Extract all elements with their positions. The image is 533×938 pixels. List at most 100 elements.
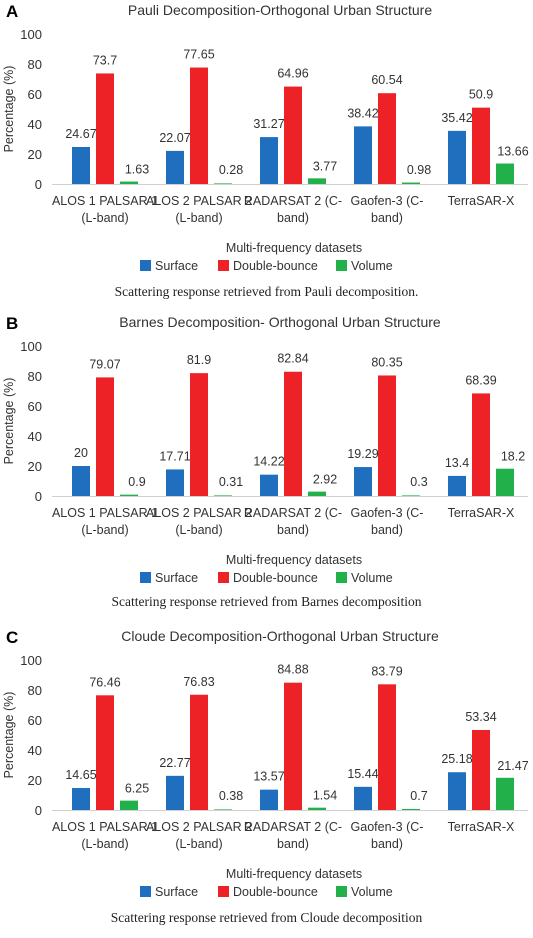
bar-volume [308,178,326,184]
legend-label: Volume [351,885,393,899]
legend-label: Surface [155,885,198,899]
bar-volume [214,809,232,810]
y-axis-label: Percentage (%) [2,692,16,779]
y-tick-label: 60 [28,713,42,728]
legend-label: Surface [155,259,198,273]
bar-volume [214,495,232,496]
x-axis-label: Multi-frequency datasets [226,553,362,567]
legend-swatch-surface [140,260,151,271]
chart-title: Barnes Decomposition- Orthogonal Urban S… [119,314,441,330]
data-label: 81.9 [187,353,211,367]
data-label: 17.71 [159,449,190,463]
data-label: 3.77 [313,159,337,173]
bar-double-bounce [472,729,490,810]
bar-volume [496,777,514,810]
bar-chart-cloude: Percentage (%) 0 20 40 60 80 100 14.65 76.46 6.25… [2,653,529,899]
data-label: 1.54 [313,789,337,803]
data-label: 64.96 [277,67,308,81]
bar-surface [448,475,466,496]
x-tick-label: (L-band) [81,523,128,537]
data-label: 1.63 [125,163,149,177]
y-tick-label: 0 [35,489,42,504]
data-label: 73.7 [93,53,117,67]
data-label: 2.92 [313,473,337,487]
y-tick-label: 20 [28,147,42,162]
data-label: 76.83 [183,675,214,689]
x-tick-label: TerraSAR-X [448,506,515,520]
x-tick-label: band) [371,211,403,225]
bar-double-bounce [378,93,396,184]
data-label: 60.54 [371,73,402,87]
y-tick-label: 40 [28,429,42,444]
bar-volume [120,181,138,184]
bar-chart-pauli: Percentage (%) 0 20 40 60 80 100 24.67 73.7 1.63 A… [2,27,529,273]
x-axis-label: Multi-frequency datasets [226,867,362,881]
bar-volume [120,800,138,810]
data-label: 0.98 [407,163,431,177]
x-tick-label: (L-band) [81,211,128,225]
data-label: 19.29 [347,447,378,461]
data-label: 14.22 [253,455,284,469]
data-label: 13.57 [253,770,284,784]
bar-surface [260,137,278,184]
bar-volume [402,495,420,496]
x-tick-label: band) [277,211,309,225]
x-axis-label: Multi-frequency datasets [226,241,362,255]
x-tick-label: band) [277,837,309,851]
data-label: 0.38 [219,789,243,803]
bar-double-bounce [96,73,114,184]
data-label: 0.3 [410,475,427,489]
bar-surface [260,789,278,810]
y-tick-label: 60 [28,399,42,414]
data-label: 53.34 [465,710,496,724]
x-tick-label: (L-band) [175,211,222,225]
x-tick-label: (L-band) [175,837,222,851]
data-label: 84.88 [277,663,308,677]
bar-double-bounce [378,375,396,496]
figure-caption: Scattering response retrieved from Cloud… [110,910,423,925]
y-axis-label: Percentage (%) [2,66,16,153]
bar-volume [308,807,326,810]
legend-swatch-volume [336,260,347,271]
bar-volume [308,491,326,496]
data-label: 38.42 [347,106,378,120]
data-label: 76.46 [89,675,120,689]
x-tick-label: band) [371,837,403,851]
chart-title: Cloude Decomposition-Orthogonal Urban St… [121,628,439,644]
y-tick-label: 100 [20,339,42,354]
data-label: 25.18 [441,752,472,766]
legend-label: Double-bounce [233,885,318,899]
bar-surface [166,469,184,496]
x-tick-label: RADARSAT 2 (C- [244,194,342,208]
bar-surface [448,772,466,810]
data-label: 21.47 [497,759,528,773]
panel-a: A Pauli Decomposition-Orthogonal Urban S… [0,0,533,310]
y-tick-label: 80 [28,57,42,72]
bar-double-bounce [472,107,490,184]
data-label: 0.9 [128,475,145,489]
bar-double-bounce [190,67,208,184]
figure-caption: Scattering response retrieved from Barne… [111,594,422,609]
legend-label: Double-bounce [233,571,318,585]
data-label: 31.27 [253,117,284,131]
data-label: 13.4 [445,456,469,470]
data-label: 14.65 [65,768,96,782]
bar-double-bounce [284,86,302,184]
y-tick-label: 0 [35,803,42,818]
y-tick-label: 0 [35,177,42,192]
data-label: 68.39 [465,373,496,387]
bar-surface [448,130,466,184]
bar-volume [496,468,514,496]
y-tick-label: 100 [20,653,42,668]
bar-volume [496,163,514,184]
panel-c: C Cloude Decomposition-Orthogonal Urban … [0,626,533,938]
y-axis-label: Percentage (%) [2,378,16,465]
bar-surface [354,126,372,184]
bar-double-bounce [284,371,302,496]
x-tick-label: Gaofen-3 (C- [351,820,424,834]
x-tick-label: band) [371,523,403,537]
x-tick-label: Gaofen-3 (C- [351,506,424,520]
y-tick-label: 80 [28,683,42,698]
x-tick-label: ALOS 1 PALSAR 1 [52,820,158,834]
bar-double-bounce [96,377,114,496]
